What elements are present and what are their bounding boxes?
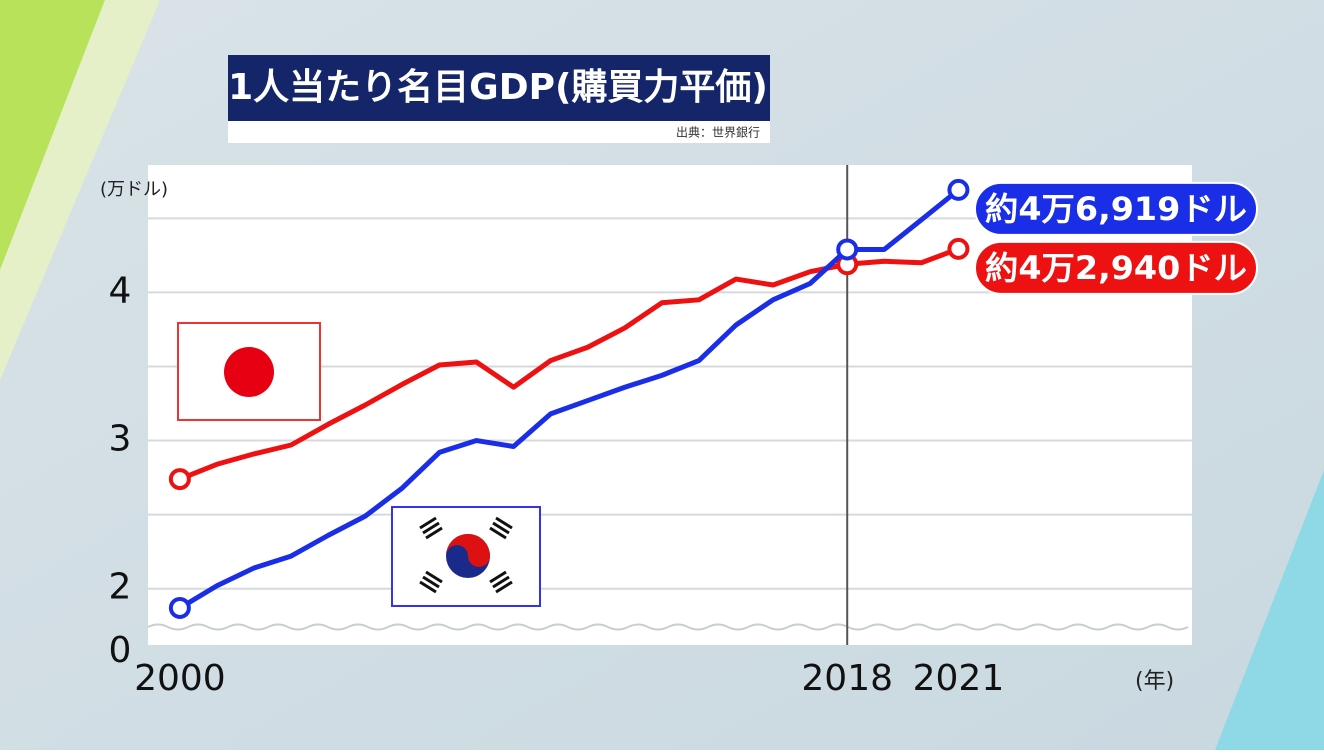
- y-tick-label: 4: [109, 270, 132, 311]
- end-label-box: [974, 181, 1258, 236]
- point-marker: [947, 178, 970, 201]
- source-box: [228, 121, 770, 143]
- end-label-box: [974, 240, 1258, 295]
- point-marker: [168, 596, 191, 619]
- y-tick-label: 2: [109, 567, 132, 608]
- decor: [0, 0, 160, 380]
- x-tick-label: 2018: [801, 658, 893, 699]
- y-tick-label: 3: [109, 419, 132, 460]
- x-tick-label: 2021: [913, 658, 1005, 699]
- point-marker: [168, 468, 191, 491]
- x-unit: (年): [1135, 669, 1174, 694]
- end-label: 約4万6,919ドル: [985, 190, 1247, 228]
- chart-title: 1人当たり名目GDP(購買力平価): [228, 67, 768, 108]
- korea-flag: [391, 506, 541, 607]
- point-marker: [836, 238, 859, 261]
- axis-break: [147, 623, 1189, 631]
- x-tick-label: 2000: [134, 658, 226, 699]
- series-line: [178, 187, 961, 611]
- japan-flag: [177, 322, 321, 421]
- y-unit: (万ドル): [100, 179, 168, 200]
- end-label: 約4万2,940ドル: [985, 249, 1247, 287]
- point-marker: [947, 237, 970, 260]
- axis-break-label: 0: [109, 630, 132, 671]
- decor: [1215, 470, 1324, 750]
- source: 出典：世界銀行: [676, 126, 760, 140]
- title-box: [228, 55, 770, 121]
